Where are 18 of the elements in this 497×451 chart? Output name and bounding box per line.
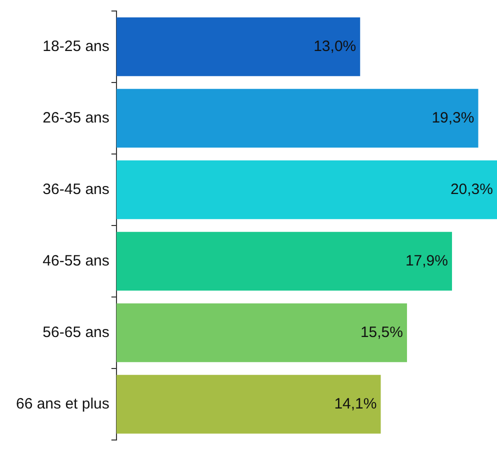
y-tick-label: 66 ans et plus [16, 395, 110, 412]
bar [116, 88, 478, 148]
bar [116, 160, 497, 220]
bar [116, 374, 381, 434]
bar [116, 17, 360, 76]
bar [116, 232, 452, 291]
bar [116, 303, 408, 362]
y-tick-label: 36-45 ans [42, 180, 110, 198]
y-tick-label: 56-65 ans [42, 324, 110, 341]
data-label: 19,3% [432, 109, 474, 126]
data-label: 17,9% [405, 252, 448, 270]
y-tick-label: 18-25 ans [42, 38, 110, 55]
y-tick-label: 26-35 ans [42, 109, 110, 126]
data-label: 13,0% [314, 38, 356, 55]
data-label: 14,1% [334, 395, 377, 412]
data-label: 15,5% [360, 324, 404, 341]
y-tick-label: 46-55 ans [42, 252, 110, 270]
data-label: 20,3% [450, 180, 493, 198]
